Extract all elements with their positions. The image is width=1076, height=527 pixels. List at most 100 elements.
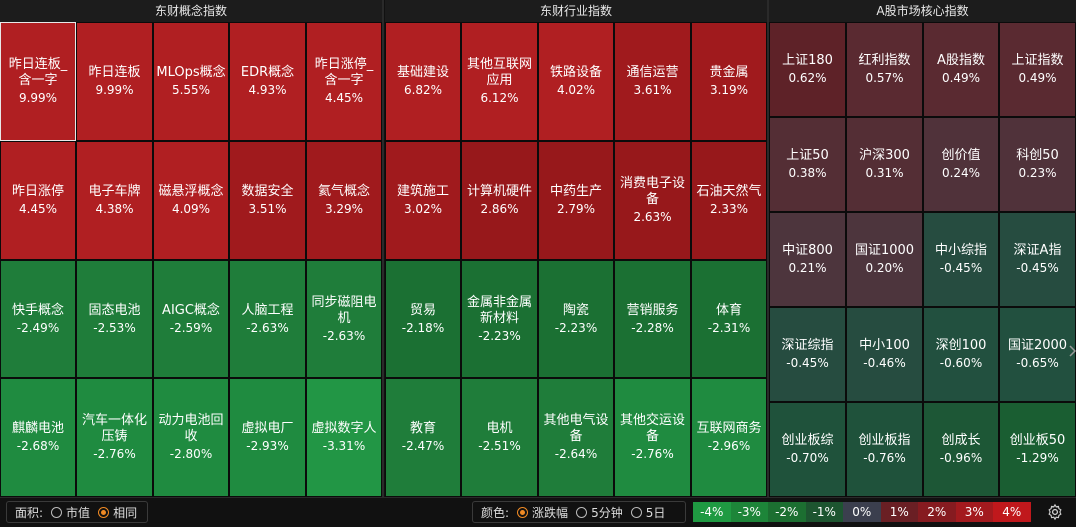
heatmap-tile[interactable]: 深创100 -0.60% <box>923 307 999 402</box>
heatmap-tile[interactable]: 建筑施工 3.02% <box>385 141 461 260</box>
color-change-radio[interactable] <box>517 506 529 518</box>
heatmap-tile[interactable]: 汽车一体化压铸 -2.76% <box>76 378 153 497</box>
heatmap-tile[interactable]: 教育 -2.47% <box>385 378 461 497</box>
tile-change: -0.45% <box>786 356 829 370</box>
heatmap-tile[interactable]: 石油天然气 2.33% <box>691 141 767 260</box>
tile-change: 2.86% <box>480 202 519 216</box>
color-5day-radio[interactable] <box>630 506 642 518</box>
heatmap-tile[interactable]: 上证180 0.62% <box>769 22 846 117</box>
heatmap-tile[interactable]: 虚拟数字人 -3.31% <box>306 378 382 497</box>
heatmap-tile[interactable]: 虚拟电厂 -2.93% <box>229 378 306 497</box>
heatmap-tile[interactable]: 营销服务 -2.28% <box>614 260 691 378</box>
heatmap-tile[interactable]: 同步磁阻电机 -2.63% <box>306 260 382 378</box>
tile-grid: 上证180 0.62% 红利指数 0.57% A股指数 0.49% 上证指数 0.49% 上证5… <box>769 22 1076 497</box>
heatmap-tile[interactable]: 中小100 -0.46% <box>846 307 923 402</box>
heatmap-tile[interactable]: 电子车牌 4.38% <box>76 141 153 260</box>
area-option-market-cap[interactable]: 市值 <box>51 504 90 521</box>
heatmap-tile[interactable]: 其他交运设备 -2.76% <box>614 378 691 497</box>
heatmap-tile[interactable]: 其他电气设备 -2.64% <box>538 378 614 497</box>
tile-name: 上证180 <box>782 53 833 68</box>
heatmap-tile[interactable]: 昨日连板 9.99% <box>76 22 153 141</box>
heatmap-tile[interactable]: 昨日涨停_含一字 4.45% <box>306 22 382 141</box>
heatmap-tile[interactable]: 陶瓷 -2.23% <box>538 260 614 378</box>
tile-change: -2.63% <box>246 320 289 335</box>
heatmap-tile[interactable]: 创价值 0.24% <box>923 117 999 212</box>
tile-change: -2.18% <box>401 320 445 335</box>
heatmap-tile[interactable]: 中小综指 -0.45% <box>923 212 999 307</box>
tile-name: 深创100 <box>935 338 987 353</box>
heatmap-tile[interactable]: 上证50 0.38% <box>769 117 846 212</box>
tile-change: -0.65% <box>1016 356 1059 370</box>
concept-index-panel: 东财概念指数 昨日连板_含一字 9.99% 昨日连板 9.99% MLOps概念 5.55%… <box>0 0 382 497</box>
legend-swatch: 2% <box>918 502 956 522</box>
chevron-right-icon[interactable] <box>1069 345 1076 357</box>
tile-name: 其他交运设备 <box>619 413 685 444</box>
legend-swatch: 4% <box>993 502 1031 522</box>
heatmap-tile[interactable]: 氦气概念 3.29% <box>306 141 382 260</box>
heatmap-tile[interactable]: 体育 -2.31% <box>691 260 767 378</box>
tile-name: 铁路设备 <box>549 65 602 80</box>
gear-icon[interactable] <box>1046 503 1064 521</box>
tile-change: -0.60% <box>939 356 983 370</box>
panel-title: 东财行业指数 <box>385 0 767 23</box>
heatmap-tile[interactable]: 麒麟电池 -2.68% <box>0 378 76 497</box>
heatmap-tile[interactable]: 国证2000 -0.65% <box>999 307 1076 402</box>
heatmap-tile[interactable]: 计算机硬件 2.86% <box>461 141 538 260</box>
heatmap-tile[interactable]: 磁悬浮概念 4.09% <box>153 141 229 260</box>
tile-change: 4.93% <box>248 83 287 97</box>
heatmap-tile[interactable]: 贵金属 3.19% <box>691 22 767 141</box>
heatmap-tile[interactable]: 深证综指 -0.45% <box>769 307 846 402</box>
color-option-5day[interactable]: 5日 <box>630 504 665 521</box>
heatmap-tile[interactable]: 人脑工程 -2.63% <box>229 260 306 378</box>
heatmap-tile[interactable]: 深证A指 -0.45% <box>999 212 1076 307</box>
heatmap-tile[interactable]: 创成长 -0.96% <box>923 402 999 497</box>
heatmap-tile[interactable]: AIGC概念 -2.59% <box>153 260 229 378</box>
heatmap-tile[interactable]: 金属非金属新材料 -2.23% <box>461 260 538 378</box>
heatmap-tile[interactable]: 创业板50 -1.29% <box>999 402 1076 497</box>
heatmap-tile[interactable]: 创业板综 -0.70% <box>769 402 846 497</box>
area-equal-radio[interactable] <box>98 506 110 518</box>
tile-change: 4.09% <box>171 202 211 216</box>
heatmap-tile[interactable]: 贸易 -2.18% <box>385 260 461 378</box>
heatmap-tile[interactable]: 数据安全 3.51% <box>229 141 306 260</box>
heatmap-tile[interactable]: 通信运营 3.61% <box>614 22 691 141</box>
heatmap-tile[interactable]: 其他互联网应用 6.12% <box>461 22 538 141</box>
heatmap-tile[interactable]: 昨日连板_含一字 9.99% <box>0 22 76 141</box>
heatmap-tile[interactable]: 铁路设备 4.02% <box>538 22 614 141</box>
tile-change: -2.68% <box>16 439 60 453</box>
heatmap-tile[interactable]: 科创50 0.23% <box>999 117 1076 212</box>
color-5min-radio[interactable] <box>576 506 588 518</box>
heatmap-tile[interactable]: 快手概念 -2.49% <box>0 260 76 378</box>
color-option-change[interactable]: 涨跌幅 <box>517 504 568 521</box>
tile-change: 0.49% <box>941 71 981 85</box>
heatmap-tile[interactable]: 动力电池回收 -2.80% <box>153 378 229 497</box>
heatmap-tile[interactable]: 固态电池 -2.53% <box>76 260 153 378</box>
tile-name: 红利指数 <box>858 53 911 68</box>
heatmap-tile[interactable]: 中证800 0.21% <box>769 212 846 307</box>
tile-change: 0.23% <box>1018 166 1057 180</box>
tile-grid: 昨日连板_含一字 9.99% 昨日连板 9.99% MLOps概念 5.55% EDR概念 4… <box>0 22 382 497</box>
heatmap-tile[interactable]: MLOps概念 5.55% <box>153 22 229 141</box>
heatmap-tile[interactable]: 上证指数 0.49% <box>999 22 1076 117</box>
tile-name: 同步磁阻电机 <box>311 294 377 326</box>
tile-name: 数据安全 <box>241 184 294 199</box>
core-index-panel: A股市场核心指数 上证180 0.62% 红利指数 0.57% A股指数 0.49% 上证指数… <box>769 0 1076 497</box>
area-market-cap-radio[interactable] <box>51 506 63 518</box>
heatmap-tile[interactable]: 中药生产 2.79% <box>538 141 614 260</box>
tile-change: 4.38% <box>95 202 134 216</box>
tile-name: 磁悬浮概念 <box>158 184 224 199</box>
heatmap-tile[interactable]: 消费电子设备 2.63% <box>614 141 691 260</box>
heatmap-tile[interactable]: 红利指数 0.57% <box>846 22 923 117</box>
area-option-equal[interactable]: 相同 <box>98 504 137 521</box>
heatmap-tile[interactable]: 昨日涨停 4.45% <box>0 141 76 260</box>
heatmap-tile[interactable]: 电机 -2.51% <box>461 378 538 497</box>
heatmap-tile[interactable]: 互联网商务 -2.96% <box>691 378 767 497</box>
heatmap-tile[interactable]: A股指数 0.49% <box>923 22 999 117</box>
heatmap-tile[interactable]: 国证1000 0.20% <box>846 212 923 307</box>
tile-change: 0.62% <box>788 71 827 85</box>
heatmap-tile[interactable]: EDR概念 4.93% <box>229 22 306 141</box>
heatmap-tile[interactable]: 基础建设 6.82% <box>385 22 461 141</box>
color-option-5min[interactable]: 5分钟 <box>576 504 623 521</box>
heatmap-tile[interactable]: 沪深300 0.31% <box>846 117 923 212</box>
heatmap-tile[interactable]: 创业板指 -0.76% <box>846 402 923 497</box>
